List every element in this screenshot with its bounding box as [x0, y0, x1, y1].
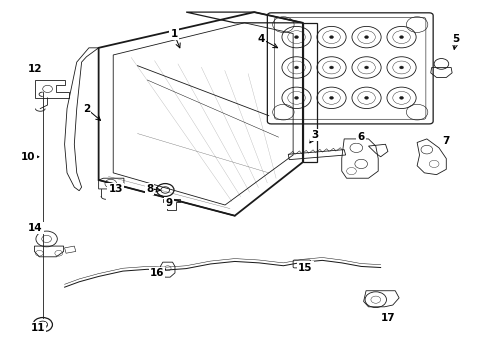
Text: 2: 2: [82, 104, 90, 113]
Circle shape: [364, 96, 368, 99]
Text: 14: 14: [28, 223, 42, 233]
Circle shape: [399, 36, 403, 39]
Text: 12: 12: [28, 64, 42, 74]
Circle shape: [294, 96, 298, 99]
Text: 15: 15: [297, 262, 312, 273]
Text: 11: 11: [31, 323, 45, 333]
Circle shape: [294, 66, 298, 69]
Circle shape: [329, 66, 333, 69]
Circle shape: [364, 66, 368, 69]
Text: 16: 16: [149, 268, 164, 278]
Text: 1: 1: [170, 28, 177, 39]
Text: 5: 5: [451, 34, 459, 44]
Text: 9: 9: [165, 198, 172, 208]
Circle shape: [329, 36, 333, 39]
Text: 3: 3: [311, 130, 318, 140]
Text: 4: 4: [257, 34, 264, 44]
Text: 7: 7: [442, 136, 449, 146]
Circle shape: [399, 96, 403, 99]
Text: 13: 13: [108, 184, 122, 194]
Circle shape: [364, 36, 368, 39]
Circle shape: [294, 36, 298, 39]
Text: 8: 8: [146, 184, 153, 194]
Circle shape: [399, 66, 403, 69]
Text: 10: 10: [21, 152, 35, 162]
Text: 17: 17: [380, 312, 394, 323]
Text: 6: 6: [357, 132, 364, 142]
Circle shape: [329, 96, 333, 99]
